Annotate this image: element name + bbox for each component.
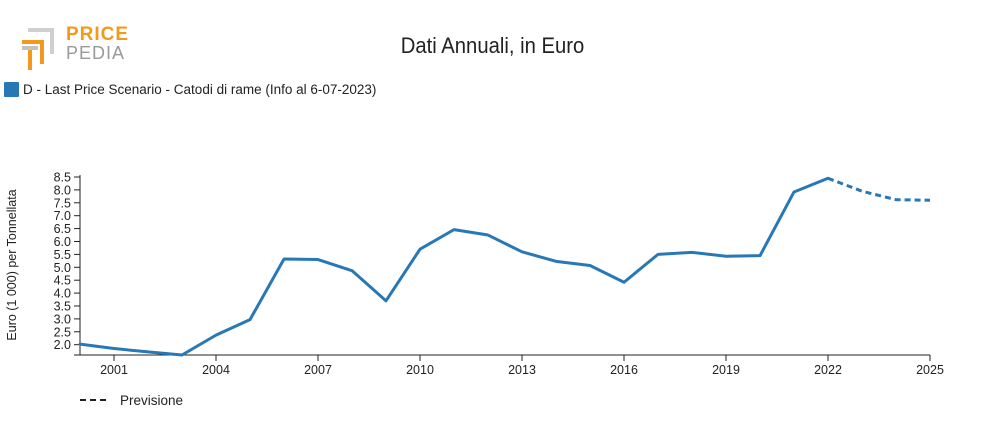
y-tick-label: 6.0 [54,235,71,249]
y-tick-label: 2.5 [54,325,71,339]
forecast-series-line [827,176,931,202]
x-tick-label: 2013 [508,363,536,377]
x-tick-label: 2004 [202,363,230,377]
logo-text-pedia: PEDIA [66,43,126,63]
series-layer [78,176,931,357]
legend-forecast-item[interactable]: Previsione [80,392,183,408]
y-tick-label: 5.0 [54,261,71,275]
price-series-line [78,176,830,357]
chart-title: Dati Annuali, in Euro [400,33,585,58]
x-tick-label: 2010 [406,363,434,377]
logo-mark-icon [22,28,54,70]
y-tick-label: 7.5 [54,196,71,210]
logo-text-price: PRICE [66,24,130,45]
pricepedia-logo: PRICE PEDIA [18,24,128,74]
x-tick-label: 2001 [100,363,128,377]
legend-swatch [4,81,19,97]
y-tick-label: 8.0 [54,183,71,197]
x-tick-label: 2025 [916,363,944,377]
y-tick-label: 3.5 [54,299,71,313]
y-tick-label: 7.0 [54,209,71,223]
y-tick-label: 3.0 [54,312,71,326]
x-tick-label: 2022 [814,363,842,377]
legend-series-label: D - Last Price Scenario - Catodi di rame… [23,81,377,97]
y-axis-title: Euro (1 000) per Tonnellata [5,189,19,340]
x-tick-label: 2016 [610,363,638,377]
legend-series-item[interactable]: D - Last Price Scenario - Catodi di rame… [4,80,376,98]
y-tick-label: 6.5 [54,222,71,236]
y-tick-label: 4.5 [54,274,71,288]
legend-dash-line [80,399,110,401]
legend-forecast-label: Previsione [120,392,184,408]
y-tick-label: 4.0 [54,287,71,301]
y-tick-label: 5.5 [54,248,71,262]
y-tick-label: 2.0 [54,338,71,352]
y-tick-label: 8.5 [54,171,71,185]
axes: 2.02.53.03.54.04.55.05.56.06.57.07.58.08… [54,171,944,378]
x-tick-label: 2019 [712,363,740,377]
x-tick-label: 2007 [304,363,332,377]
